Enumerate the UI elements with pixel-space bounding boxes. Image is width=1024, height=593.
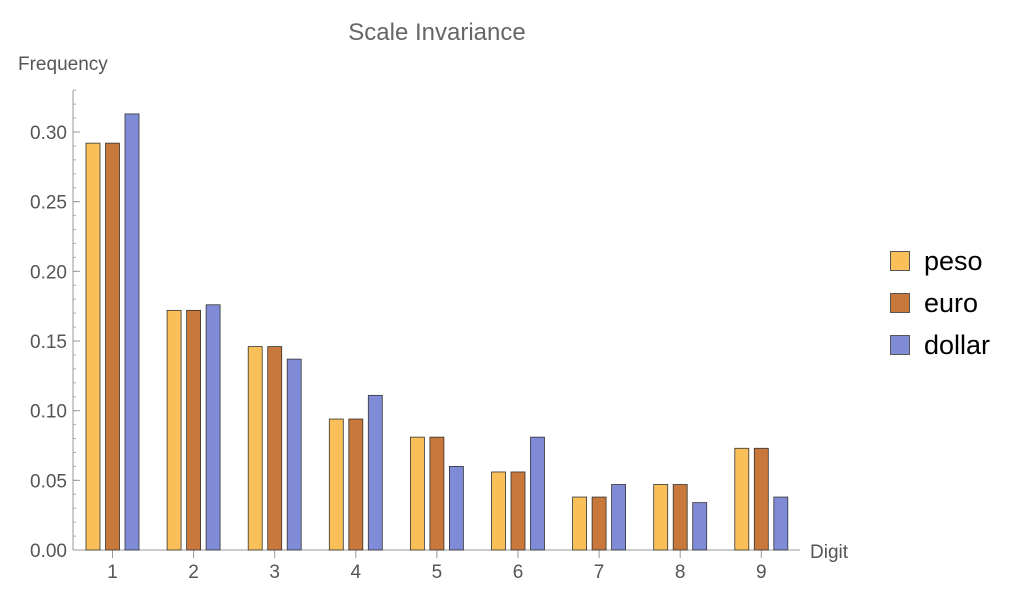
bar-dollar-7	[611, 484, 626, 551]
y-tick-label: 0.05	[30, 471, 67, 492]
x-tick-label: 2	[188, 562, 199, 583]
x-tick-label: 1	[107, 562, 118, 583]
y-tick-label: 0.25	[30, 193, 67, 214]
legend-swatch-dollar	[890, 335, 910, 355]
bar-peso-3	[247, 346, 263, 551]
x-tick-label: 4	[351, 562, 362, 583]
x-tick-label: 7	[594, 562, 605, 583]
bar-dollar-2	[205, 304, 221, 551]
x-tick-label: 9	[756, 562, 767, 583]
y-tick-label: 0.00	[30, 541, 67, 562]
bar-dollar-5	[448, 465, 464, 551]
bar-euro-3	[267, 346, 283, 551]
legend-swatch-peso	[890, 251, 910, 271]
bar-dollar-9	[773, 496, 789, 551]
x-tick-label: 6	[513, 562, 524, 583]
bar-peso-6	[491, 471, 506, 551]
legend-label-peso: peso	[924, 245, 983, 276]
y-axis-label: Frequency	[18, 54, 108, 75]
legend-label-euro: euro	[924, 287, 979, 318]
bar-peso-1	[85, 142, 101, 551]
bar-dollar-6	[530, 436, 545, 551]
bar-dollar-3	[286, 358, 302, 551]
bar-dollar-1	[124, 113, 140, 551]
bar-peso-7	[572, 496, 587, 551]
legend-label-dollar: dollar	[924, 329, 991, 360]
legend: peso euro dollar	[890, 240, 990, 366]
y-tick-label: 0.30	[30, 123, 67, 144]
x-axis-label: Digit	[810, 542, 849, 563]
bar-euro-2	[186, 309, 202, 551]
bar-euro-9	[753, 447, 769, 551]
bar-euro-7	[591, 496, 607, 551]
legend-item-dollar: dollar	[890, 324, 990, 366]
bar-euro-1	[105, 142, 120, 551]
legend-item-peso: peso	[890, 240, 990, 282]
bar-peso-9	[734, 447, 750, 551]
bar-euro-8	[672, 484, 688, 551]
legend-item-euro: euro	[890, 282, 990, 324]
bar-euro-6	[510, 471, 526, 551]
legend-swatch-euro	[890, 293, 910, 313]
bar-peso-2	[166, 309, 182, 551]
bar-dollar-4	[367, 394, 383, 551]
x-tick-label: 8	[675, 562, 686, 583]
bar-euro-4	[348, 418, 364, 551]
bar-peso-4	[328, 418, 344, 551]
y-tick-label: 0.20	[30, 262, 67, 283]
y-tick-label: 0.10	[30, 402, 67, 423]
bar-dollar-8	[692, 502, 708, 551]
x-tick-label: 3	[269, 562, 280, 583]
bar-peso-8	[653, 484, 669, 551]
bars	[85, 113, 789, 551]
y-tick-label: 0.15	[30, 332, 67, 353]
bar-euro-5	[429, 436, 445, 551]
chart-title: Scale Invariance	[348, 19, 525, 46]
bar-peso-5	[409, 436, 425, 551]
x-tick-label: 5	[432, 562, 443, 583]
